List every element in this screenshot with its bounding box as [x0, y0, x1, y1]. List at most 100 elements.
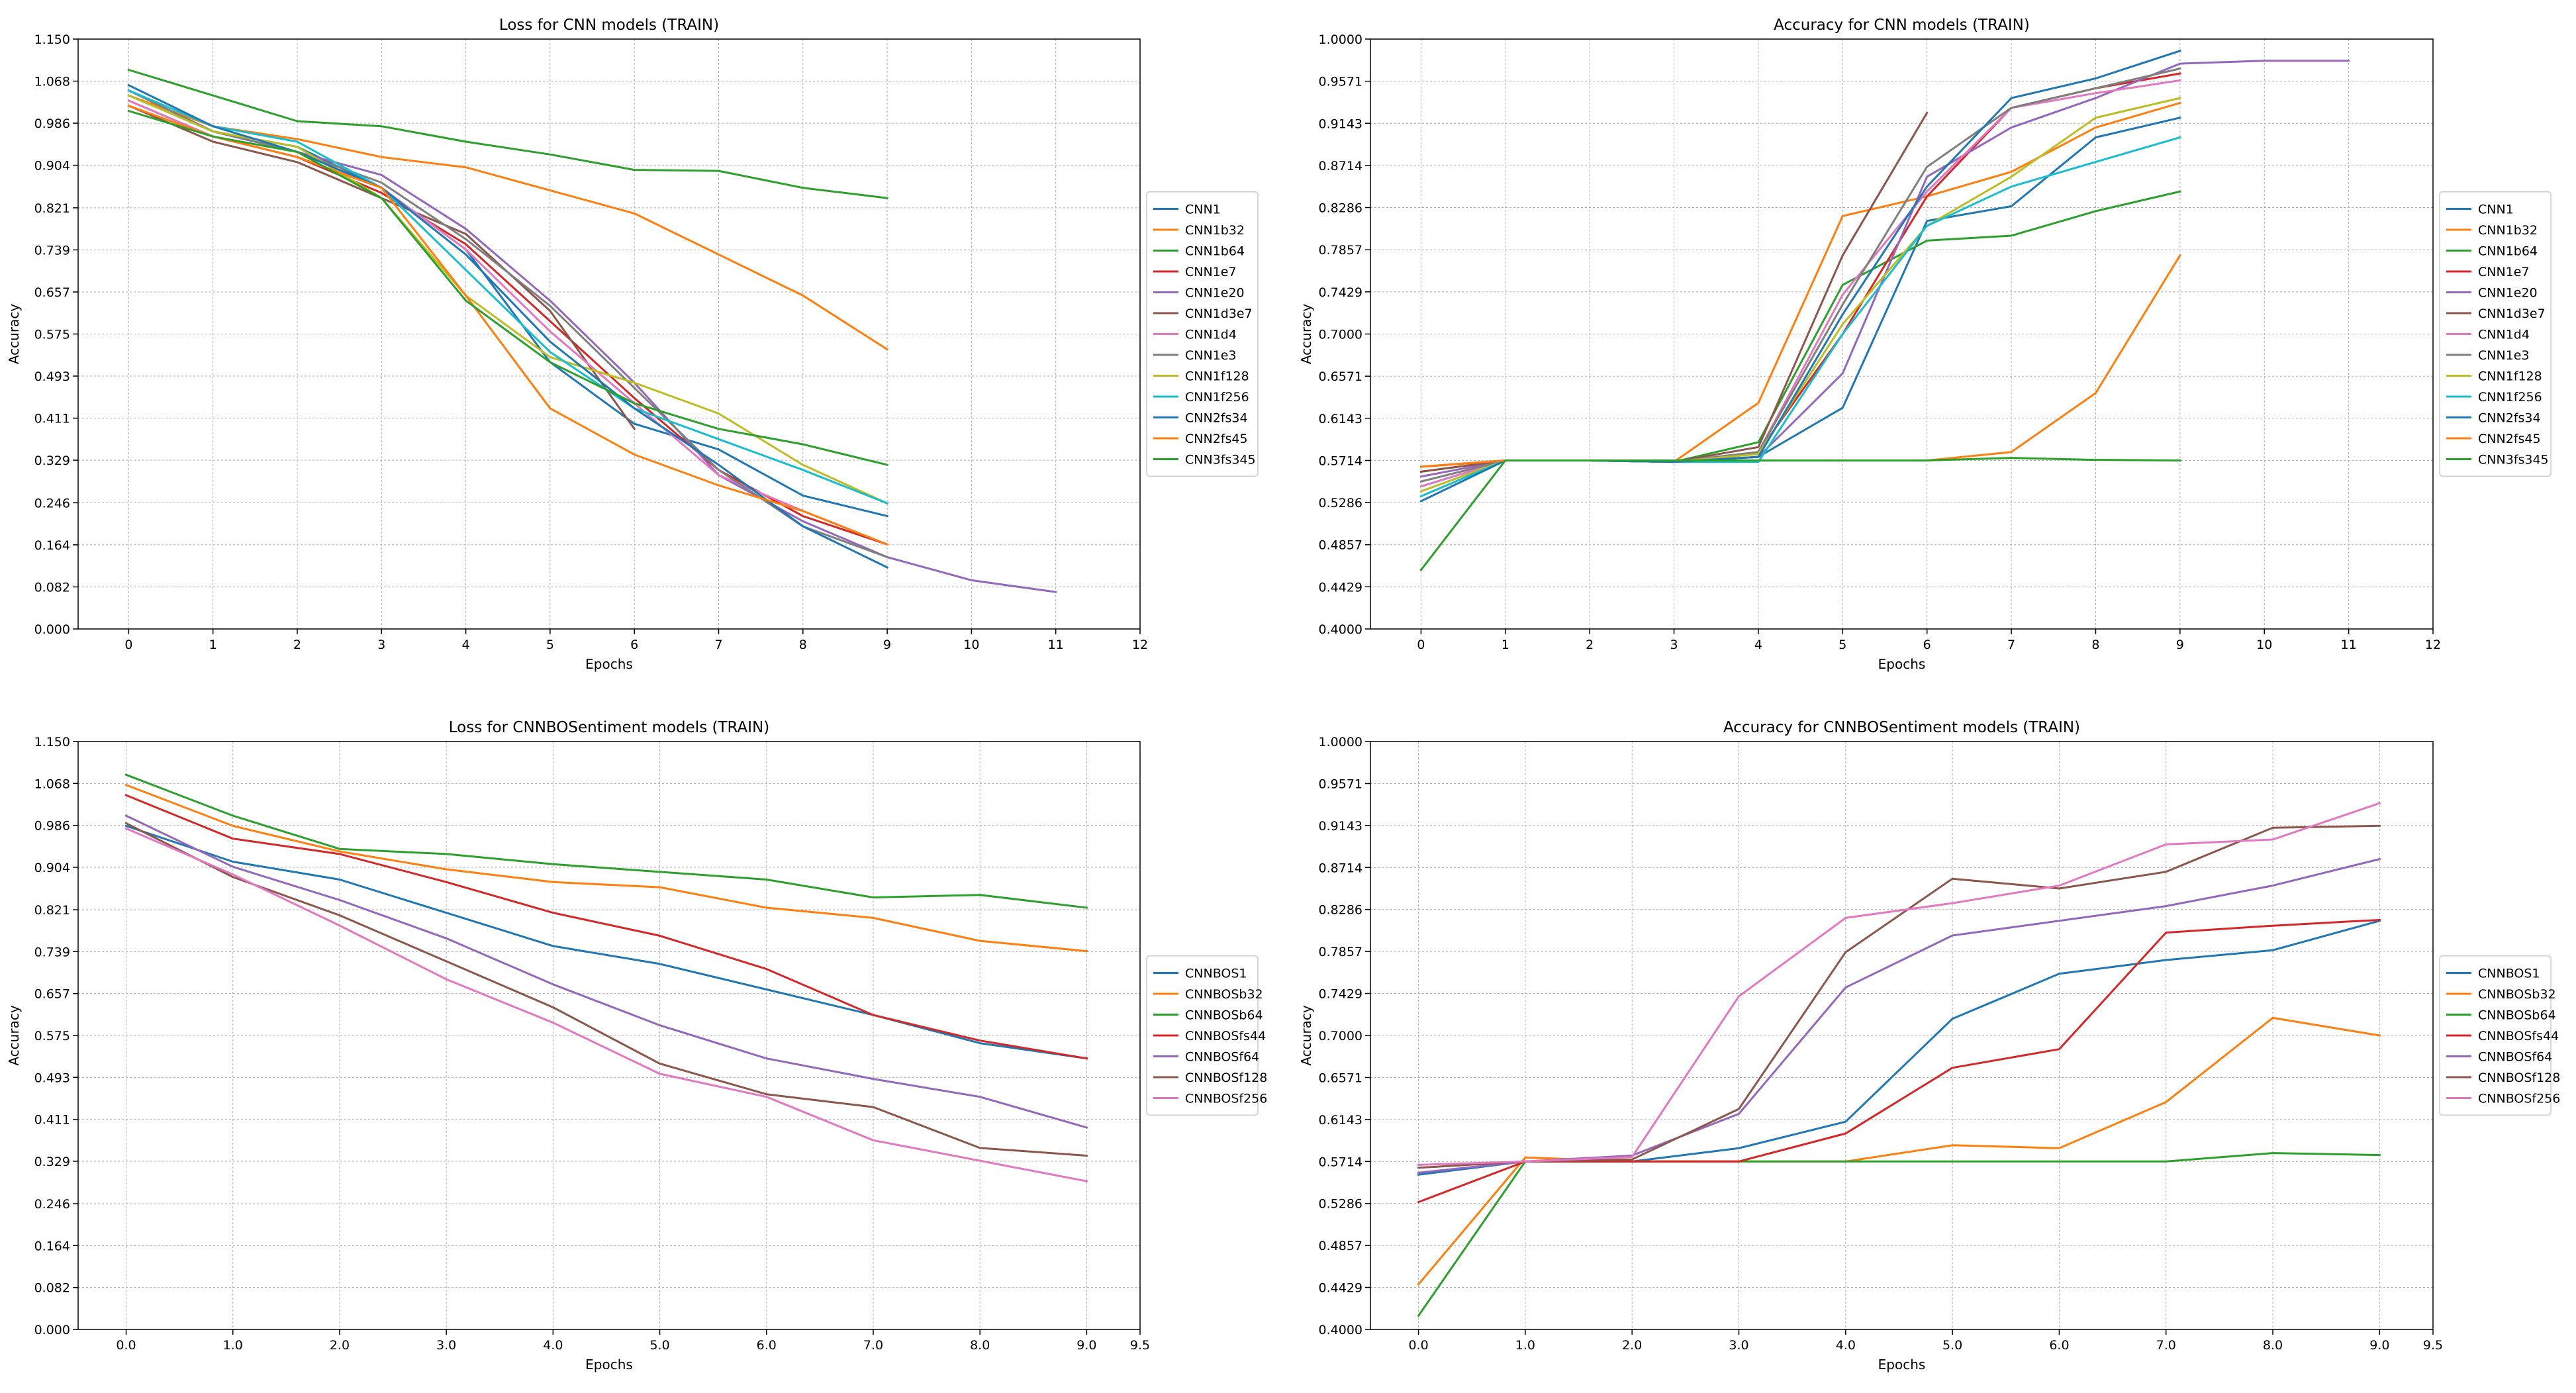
x-tick-label: 2 [293, 638, 301, 652]
legend-label: CNNBOSf128 [2478, 1071, 2560, 1085]
x-tick-label: 4.0 [1836, 1338, 1856, 1353]
legend-label: CNN1d3e7 [2478, 307, 2546, 321]
legend-label: CNNBOSb64 [2478, 1008, 2556, 1023]
y-tick-label: 0.739 [34, 243, 70, 258]
x-tick-label: 3 [377, 638, 385, 652]
legend: CNNBOS1 CNNBOSb32 CNNBOSb64 CNNBOSfs44 CNNBO… [2439, 955, 2560, 1116]
legend-label: CNNBOSf256 [1185, 1092, 1267, 1106]
x-tick-label: 5.0 [649, 1338, 669, 1353]
legend-label: CNN1e7 [2478, 265, 2530, 279]
y-tick-label: 1.068 [34, 75, 70, 89]
y-tick-label: 0.7857 [1319, 945, 1362, 959]
series-line-CNNBOSb32 [124, 783, 1088, 953]
y-tick-label: 0.411 [34, 412, 70, 426]
x-tick-label: 9 [883, 638, 891, 652]
chart-title: Loss for CNN models (TRAIN) [499, 17, 719, 34]
legend-label: CNNBOS1 [2478, 967, 2540, 981]
legend-label: CNNBOS1 [1185, 967, 1247, 981]
y-tick-label: 1.068 [34, 777, 70, 791]
x-tick-label: 0.0 [116, 1338, 136, 1353]
legend-label: CNN2fs34 [1185, 411, 1248, 426]
x-tick-label: 3 [1670, 638, 1678, 652]
y-tick-label: 0.5286 [1319, 1197, 1362, 1212]
legend-label: CNN1e20 [2478, 286, 2538, 301]
chart-panel-3: 0.0 1.0 2.0 3.0 4.0 5.0 6.0 7.0 8.0 9.0 9.5 0.000 0.… [6, 719, 1267, 1372]
y-tick-label: 0.246 [34, 1197, 70, 1212]
y-tick-label: 0.9571 [1319, 75, 1362, 89]
series-line-CNNBOSf256 [124, 827, 1088, 1182]
y-tick-label: 0.6143 [1319, 412, 1362, 426]
chart-title: Accuracy for CNNBOSentiment models (TRAI… [1723, 719, 2080, 736]
x-tick-label: 1.0 [223, 1338, 243, 1353]
x-tick-label: 9.5 [2423, 1338, 2443, 1353]
y-tick-label: 0.082 [34, 580, 70, 595]
legend-label: CNN1b32 [2478, 223, 2538, 238]
legend-label: CNN1e20 [1185, 286, 1245, 301]
y-tick-label: 0.9571 [1319, 777, 1362, 791]
legend-label: CNN1b64 [2478, 244, 2538, 259]
x-tick-label: 8.0 [970, 1338, 990, 1353]
y-tick-label: 0.9143 [1319, 819, 1362, 834]
x-tick-label: 7 [2007, 638, 2015, 652]
series-line-CNN1b32 [127, 94, 889, 351]
x-tick-label: 0 [1417, 638, 1425, 652]
x-tick-label: 5 [546, 638, 554, 652]
legend-label: CNN1f128 [1185, 369, 1249, 384]
x-tick-label: 9.5 [1130, 1338, 1150, 1353]
legend-label: CNN2fs45 [2478, 432, 2541, 446]
legend-label: CNNBOSf256 [2478, 1092, 2560, 1106]
series-line-CNN2fs34 [127, 83, 889, 569]
x-tick-label: 6 [1923, 638, 1931, 652]
legend-label: CNN1b64 [1185, 244, 1245, 259]
series-line-CNNBOSf128 [124, 822, 1088, 1157]
x-axis-label: Epochs [1878, 656, 1926, 672]
legend-label: CNN1e3 [1185, 348, 1237, 363]
legend-label: CNN1e7 [1185, 265, 1237, 279]
x-tick-label: 2.0 [330, 1338, 350, 1353]
legend-label: CNN1f128 [2478, 369, 2542, 384]
legend: CNN1 CNN1b32 CNN1b64 CNN1e7 CNN1e20 CNN1d3e7 C… [2439, 191, 2552, 477]
x-tick-label: 9.0 [2369, 1338, 2389, 1353]
y-axis-label: Accuracy [1298, 304, 1314, 364]
y-tick-label: 0.739 [34, 945, 70, 959]
y-tick-label: 0.904 [34, 159, 70, 173]
legend-frame [1146, 955, 1259, 1116]
y-tick-label: 0.000 [34, 1323, 70, 1337]
legend-label: CNNBOSfs44 [1185, 1029, 1266, 1043]
x-tick-label: 0.0 [1408, 1338, 1428, 1353]
x-tick-label: 2.0 [1622, 1338, 1642, 1353]
series-line-CNN1b64 [127, 68, 888, 199]
y-tick-label: 0.4429 [1319, 580, 1362, 595]
x-tick-label: 8 [799, 638, 807, 652]
series-line-CNNBOSfs44 [124, 794, 1088, 1060]
x-tick-label: 2 [1586, 638, 1594, 652]
x-axis-label: Epochs [585, 1357, 633, 1372]
y-tick-label: 0.5714 [1319, 454, 1362, 468]
legend-frame [2439, 955, 2552, 1116]
y-tick-label: 0.7429 [1319, 285, 1362, 300]
x-tick-label: 9 [2176, 638, 2184, 652]
x-tick-label: 8 [2091, 638, 2099, 652]
series-line-CNN3fs345 [1419, 457, 2181, 572]
y-tick-label: 0.986 [34, 819, 70, 834]
legend-frame [1146, 191, 1259, 477]
y-tick-label: 0.493 [34, 1071, 70, 1085]
y-tick-label: 0.6571 [1319, 369, 1362, 384]
x-tick-label: 6 [630, 638, 638, 652]
legend-label: CNNBOSf64 [2478, 1050, 2552, 1065]
x-tick-label: 1 [1502, 638, 1509, 652]
legend-label: CNNBOSb64 [1185, 1008, 1263, 1023]
y-tick-label: 0.8714 [1319, 159, 1362, 173]
series-line-CNNBOSf64 [124, 814, 1088, 1129]
y-tick-label: 0.8286 [1319, 201, 1362, 216]
legend-label: CNN1d3e7 [1185, 307, 1253, 321]
legend-label: CNN1f256 [1185, 390, 1249, 405]
y-tick-label: 0.6571 [1319, 1071, 1362, 1085]
y-axis-label: Accuracy [6, 1005, 22, 1065]
x-tick-label: 7.0 [2156, 1338, 2176, 1353]
legend-label: CNN1d4 [1185, 328, 1237, 342]
y-tick-label: 0.7857 [1319, 243, 1362, 258]
y-tick-label: 0.329 [34, 454, 70, 468]
chart-panel-4: 0.0 1.0 2.0 3.0 4.0 5.0 6.0 7.0 8.0 9.0 9.5 0.4000 0… [1298, 719, 2560, 1372]
